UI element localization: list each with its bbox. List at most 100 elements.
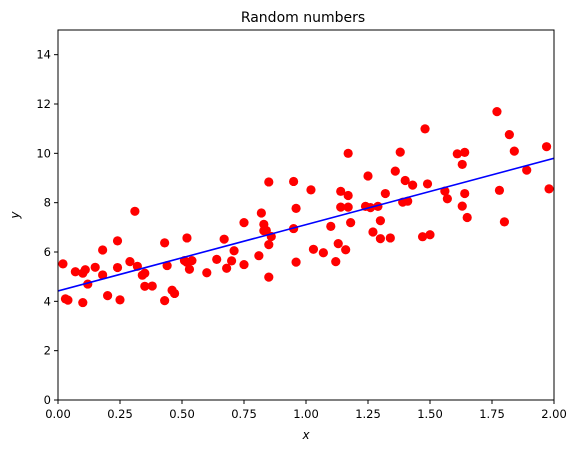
data-point (306, 185, 316, 195)
x-axis-title: x (301, 428, 310, 442)
data-point (326, 221, 336, 231)
data-point (140, 281, 150, 291)
chart-title: Random numbers (241, 10, 365, 26)
y-tick-label: 14 (36, 48, 51, 62)
data-point (291, 257, 301, 267)
data-point (408, 180, 418, 190)
data-point (308, 244, 319, 254)
data-point (341, 245, 351, 255)
data-point (390, 166, 400, 176)
x-tick-label: 1.00 (293, 407, 319, 421)
data-point (98, 245, 108, 255)
x-tick-label: 2.00 (541, 407, 567, 421)
data-point (169, 288, 180, 299)
data-point (368, 227, 378, 237)
data-point (346, 218, 356, 228)
data-point (162, 260, 172, 271)
data-point (460, 147, 470, 157)
data-point (58, 259, 68, 269)
data-point (264, 272, 274, 282)
data-point (395, 147, 405, 157)
data-point (202, 268, 212, 278)
x-tick-label: 1.25 (355, 407, 381, 421)
data-point (403, 196, 413, 206)
data-point (457, 201, 467, 211)
data-point (130, 206, 140, 216)
data-point (336, 202, 346, 212)
data-point (343, 202, 353, 212)
data-point (63, 295, 73, 305)
data-point (452, 149, 462, 159)
data-point (522, 165, 532, 175)
y-tick-label: 12 (36, 97, 51, 111)
plot-area (58, 107, 554, 308)
data-point (336, 186, 346, 196)
data-point (98, 270, 108, 280)
data-point (90, 262, 100, 272)
x-axis: 0.00 0.25 0.50 0.75 1.00 1.25 1.50 1.75 2.00 (45, 400, 567, 421)
y-tick-label: 4 (44, 294, 51, 308)
data-point (103, 291, 113, 301)
data-point (219, 234, 229, 244)
data-point (184, 264, 195, 274)
data-point (494, 185, 505, 195)
data-point (385, 233, 395, 243)
data-point (239, 259, 249, 270)
data-point (425, 230, 435, 240)
data-point (115, 295, 125, 305)
y-axis-title: y (8, 211, 22, 220)
data-point (343, 148, 353, 158)
data-point (509, 146, 519, 156)
x-tick-label: 0.25 (107, 407, 133, 421)
data-point (400, 175, 410, 186)
data-point (160, 238, 170, 248)
data-point (492, 107, 502, 117)
data-point (544, 184, 554, 194)
y-tick-label: 0 (44, 393, 51, 407)
data-point (147, 281, 157, 291)
x-tick-label: 0.00 (45, 407, 71, 421)
data-point (160, 295, 170, 306)
data-point (187, 256, 197, 266)
data-point (125, 257, 135, 267)
data-point (333, 239, 343, 249)
data-point (420, 124, 430, 134)
data-point (343, 190, 353, 201)
x-tick-label: 1.50 (417, 407, 443, 421)
data-point (254, 251, 264, 261)
data-point (78, 297, 88, 308)
data-point (112, 236, 123, 246)
data-point (289, 176, 299, 187)
data-point (264, 240, 274, 250)
data-point (140, 268, 150, 278)
data-point (375, 216, 385, 226)
data-point (331, 257, 341, 267)
data-point (375, 234, 385, 244)
y-tick-label: 2 (44, 344, 51, 358)
y-tick-label: 6 (44, 245, 51, 259)
data-point (222, 263, 232, 273)
data-point (363, 171, 373, 181)
data-point (417, 232, 428, 242)
data-point (457, 159, 467, 170)
data-point (212, 254, 222, 264)
data-point (318, 248, 328, 258)
data-point (256, 208, 266, 218)
y-tick-label: 10 (36, 146, 51, 160)
data-point (499, 217, 509, 227)
data-point (264, 177, 274, 187)
data-point (182, 233, 192, 243)
data-point (80, 265, 90, 275)
data-point (227, 256, 237, 266)
data-point (460, 188, 470, 199)
data-point (462, 212, 472, 223)
data-point (442, 194, 452, 204)
data-point (112, 262, 123, 273)
data-point (239, 218, 249, 228)
data-point (291, 203, 301, 213)
y-tick-label: 8 (44, 196, 51, 210)
x-tick-label: 0.75 (231, 407, 257, 421)
data-point (541, 142, 552, 152)
x-tick-label: 0.50 (169, 407, 195, 421)
data-point (422, 179, 433, 189)
